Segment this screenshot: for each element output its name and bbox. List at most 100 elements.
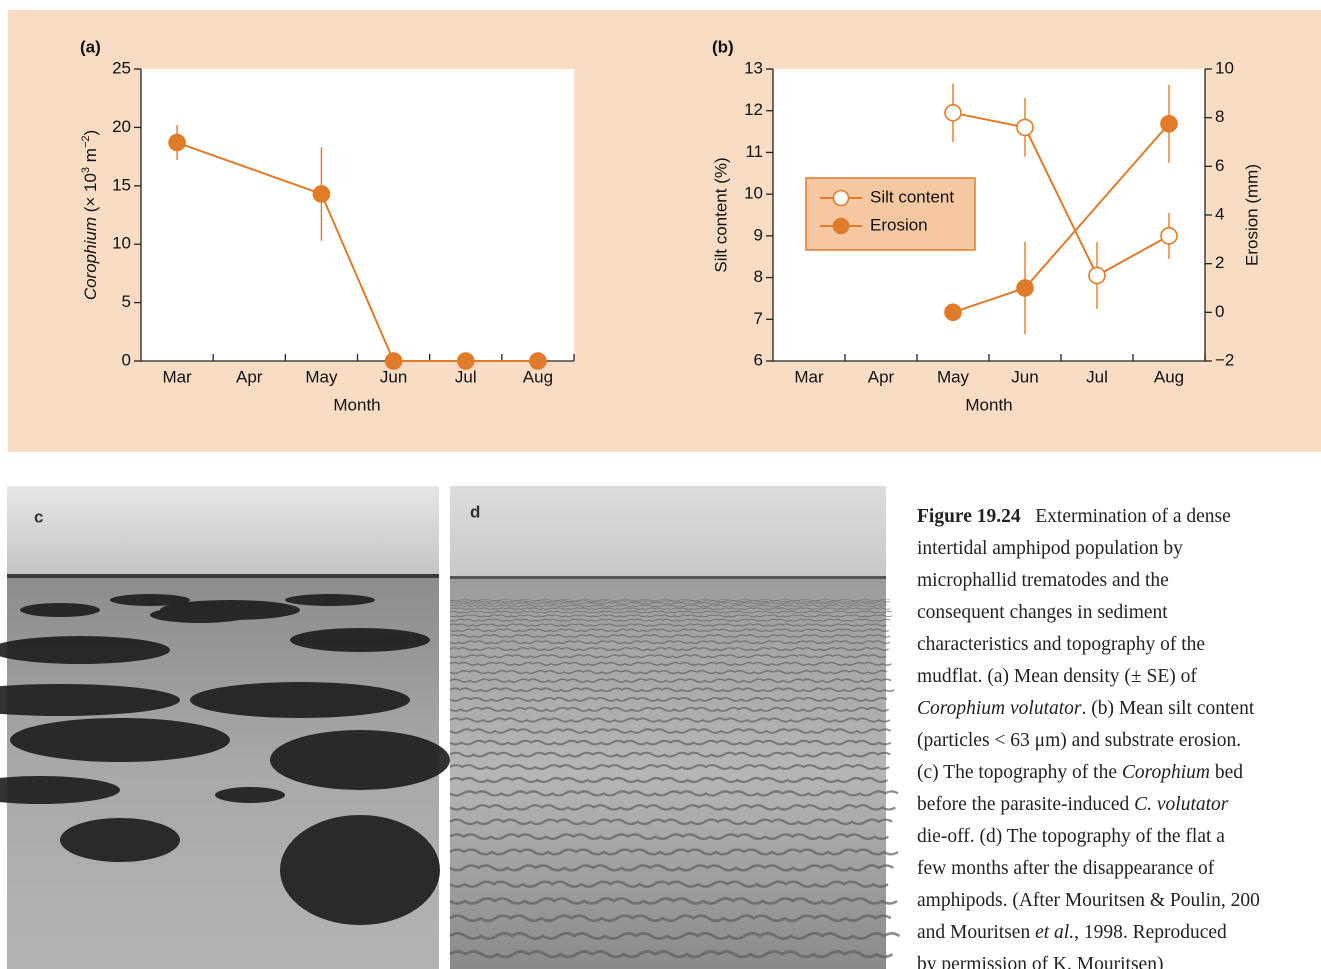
ripple	[449, 728, 892, 734]
ripple	[449, 614, 893, 618]
y-axis-label-part: (× 10	[81, 173, 100, 217]
caption-text: (c) The topography of the	[917, 762, 1122, 783]
marker	[529, 352, 547, 370]
ripple	[449, 897, 898, 905]
ripple	[449, 600, 891, 603]
mud-patch	[290, 628, 430, 652]
ripple	[449, 818, 893, 826]
ripple	[449, 751, 891, 758]
photo	[449, 486, 901, 969]
ripple	[449, 706, 890, 712]
y-axis-label: Silt content (%)	[711, 157, 730, 272]
caption-line: few months after the disappearance of	[917, 853, 1321, 885]
ripple	[449, 932, 901, 940]
x-tick-label: Apr	[236, 367, 263, 386]
ripple	[449, 880, 889, 888]
y-axis-label-part: Corophium	[81, 217, 100, 300]
ripple	[449, 628, 890, 632]
x-tick-label: Apr	[868, 367, 895, 386]
mud-patch	[150, 607, 250, 623]
caption-line: Corophium volutator. (b) Mean silt conte…	[917, 693, 1321, 725]
legend-marker	[832, 217, 850, 235]
x-axis-label: Month	[965, 395, 1012, 414]
x-tick-label: May	[937, 367, 970, 386]
y-tick-label: 25	[112, 58, 131, 77]
y-tick-label: 11	[745, 142, 763, 161]
caption-text: and Mouritsen	[917, 922, 1036, 943]
figure-number: Figure 19.24	[917, 506, 1021, 527]
mud-patch	[20, 603, 100, 617]
mud-patch	[190, 682, 410, 718]
x-tick-label: Aug	[1154, 367, 1184, 386]
caption-text: before the parasite-induced	[917, 794, 1135, 815]
ripple	[449, 848, 899, 856]
marker	[312, 185, 331, 203]
x-axis-label: Month	[333, 395, 380, 414]
ripple	[449, 607, 891, 610]
plot-area	[141, 69, 574, 361]
caption-line: intertidal amphipod population by	[917, 533, 1321, 565]
legend-marker	[832, 189, 850, 207]
y-axis-label-part: )	[81, 130, 100, 136]
x-tick-label: Jul	[1086, 367, 1108, 386]
y-tick-label: 8	[754, 267, 763, 286]
legend-label: Erosion	[870, 215, 928, 234]
caption-text: Extermination of a dense	[1020, 506, 1231, 527]
y-tick-label: 7	[754, 309, 763, 328]
y-tick-label: 9	[754, 225, 763, 244]
mud-patch	[280, 815, 440, 925]
ripple	[449, 739, 892, 746]
y2-tick-label: 10	[1215, 58, 1234, 77]
caption-line: before the parasite-induced C. volutator	[917, 789, 1321, 821]
ripple	[449, 790, 899, 797]
caption-text: et al.	[1035, 922, 1075, 943]
y-tick-label: 20	[112, 117, 131, 136]
mud-patch	[0, 684, 180, 716]
caption-line: (c) The topography of the Corophium bed	[917, 757, 1321, 789]
caption-text: bed	[1210, 762, 1244, 783]
ripple	[449, 599, 891, 601]
caption-text: consequent changes in sediment	[917, 602, 1168, 623]
x-tick-label: Aug	[523, 367, 553, 386]
ripple	[449, 687, 895, 693]
caption-text: Corophium	[1121, 762, 1210, 783]
marker	[1088, 266, 1106, 285]
ripple	[449, 647, 889, 651]
ripple	[449, 654, 887, 659]
caption-line: die-off. (d) The topography of the flat …	[917, 821, 1321, 853]
marker	[944, 104, 962, 122]
caption-text: microphallid trematodes and the	[917, 570, 1169, 591]
ripple	[449, 696, 888, 702]
ripple	[449, 950, 894, 959]
ripple	[449, 640, 891, 645]
photo-label: d	[470, 502, 480, 521]
x-tick-label: Mar	[162, 367, 192, 386]
caption-text: mudflat. (a) Mean density (± SE) of	[917, 666, 1197, 687]
caption-text: intertidal amphipod population by	[917, 538, 1183, 559]
x-tick-label: Mar	[794, 367, 824, 386]
caption-line: (particles < 63 μm) and substrate erosio…	[917, 725, 1321, 757]
y-tick-label: 12	[744, 100, 763, 119]
ripple	[449, 604, 887, 607]
x-tick-label: May	[305, 367, 338, 386]
ripple	[449, 610, 893, 614]
legend-label: Silt content	[870, 187, 954, 206]
ripple	[449, 623, 887, 627]
ripple	[449, 634, 891, 638]
caption: Figure 19.24 Extermination of a dense in…	[917, 501, 1321, 969]
caption-line: microphallid trematodes and the	[917, 565, 1321, 597]
ripple	[449, 661, 892, 666]
caption-text: by permission of K. Mouritsen)	[917, 954, 1164, 969]
marker	[1016, 279, 1034, 297]
y-axis-label-part: m	[81, 148, 100, 167]
y2-tick-label: 0	[1215, 302, 1224, 321]
mud-patch	[215, 787, 285, 803]
caption-text: amphipods. (After Mouritsen & Poulin, 20…	[917, 890, 1260, 911]
y-tick-label: 15	[112, 175, 131, 194]
y-axis-label: Corophium (× 103 m−2)	[80, 130, 101, 300]
caption-text: , 1998. Reproduced	[1074, 922, 1227, 943]
caption-text: (particles < 63 μm) and substrate erosio…	[917, 730, 1242, 751]
marker	[384, 352, 403, 370]
y-tick-label: 10	[112, 234, 131, 253]
